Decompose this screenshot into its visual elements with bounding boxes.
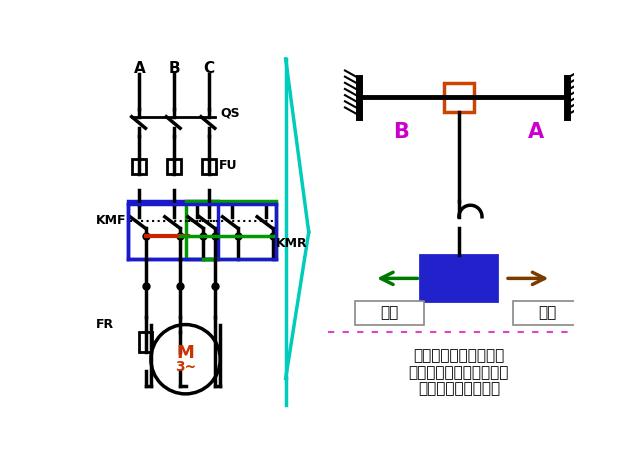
Text: 3~: 3~ <box>175 360 196 374</box>
Text: M: M <box>177 344 195 362</box>
Bar <box>167 159 181 174</box>
Text: 的终端要加限位开关: 的终端要加限位开关 <box>418 381 500 396</box>
Text: FR: FR <box>95 318 113 331</box>
Text: KMF: KMF <box>95 214 126 227</box>
Bar <box>128 202 218 259</box>
Bar <box>444 83 474 112</box>
Bar <box>355 302 424 325</box>
Text: C: C <box>203 62 214 77</box>
Text: 正反转控制，只是在行程: 正反转控制，只是在行程 <box>409 365 509 380</box>
Text: 行程控制实质为电机的: 行程控制实质为电机的 <box>413 348 504 363</box>
Text: QS: QS <box>220 106 240 119</box>
Bar <box>140 332 152 352</box>
Bar <box>174 332 186 352</box>
Bar <box>132 159 147 174</box>
Text: 正程: 正程 <box>538 306 557 320</box>
Bar <box>513 302 582 325</box>
Text: B: B <box>393 122 409 142</box>
Text: A: A <box>528 122 544 142</box>
Text: B: B <box>168 62 180 77</box>
Bar <box>186 202 276 259</box>
Text: FU: FU <box>219 159 237 173</box>
Bar <box>202 159 216 174</box>
Bar <box>420 255 497 302</box>
Circle shape <box>151 325 220 394</box>
Text: 逆程: 逆程 <box>380 306 399 320</box>
Text: A: A <box>134 62 145 77</box>
Text: KMR: KMR <box>276 237 307 250</box>
